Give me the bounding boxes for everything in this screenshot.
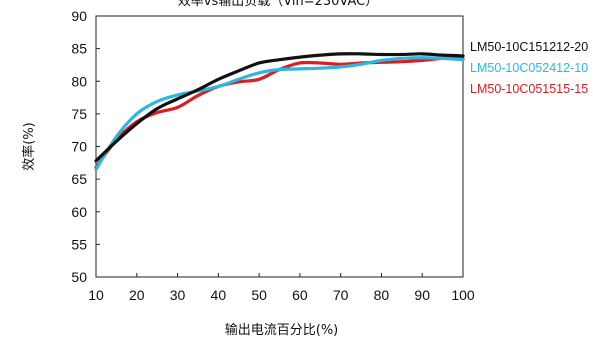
x-tick-label: 100: [451, 287, 475, 303]
x-tick-label: 30: [170, 287, 186, 303]
y-tick-label: 90: [71, 8, 87, 24]
legend-entry: LM50-10C052412-10: [470, 61, 588, 75]
chart-title: 效率vs输出负载（Vin=230VAC）: [178, 0, 378, 9]
series-line-1: [94, 52, 465, 163]
series-lines: [94, 52, 465, 171]
y-tick-label: 75: [71, 106, 87, 122]
y-tick-label: 50: [71, 269, 87, 285]
x-tick-label: 80: [374, 287, 390, 303]
x-tick-label: 40: [211, 287, 227, 303]
x-axis-ticks: 10 20 30 40 50 60 70 80 90 100: [88, 273, 475, 303]
y-tick-label: 55: [71, 236, 87, 252]
y-tick-label: 70: [71, 139, 87, 155]
y-tick-label: 80: [71, 73, 87, 89]
x-axis-title: 输出电流百分比(%): [225, 322, 339, 338]
y-tick-label: 85: [71, 41, 87, 57]
y-axis-ticks: 50 55 60 65 70 75 80 85 90: [71, 8, 100, 285]
y-tick-label: 60: [71, 204, 87, 220]
legend-entry: LM50-10C051515-15: [470, 82, 588, 96]
series-line-2: [94, 56, 465, 171]
x-tick-label: 60: [292, 287, 308, 303]
x-tick-label: 90: [414, 287, 430, 303]
plot-frame: [95, 15, 464, 278]
x-tick-label: 70: [333, 287, 349, 303]
x-tick-label: 50: [251, 287, 267, 303]
x-tick-label: 20: [129, 287, 145, 303]
x-tick-label: 10: [88, 287, 104, 303]
y-axis-title: 效率(%): [21, 122, 37, 171]
legend: LM50-10C151212-20 LM50-10C052412-10 LM50-1…: [470, 40, 588, 96]
y-tick-label: 65: [71, 171, 87, 187]
legend-entry: LM50-10C151212-20: [470, 40, 588, 54]
